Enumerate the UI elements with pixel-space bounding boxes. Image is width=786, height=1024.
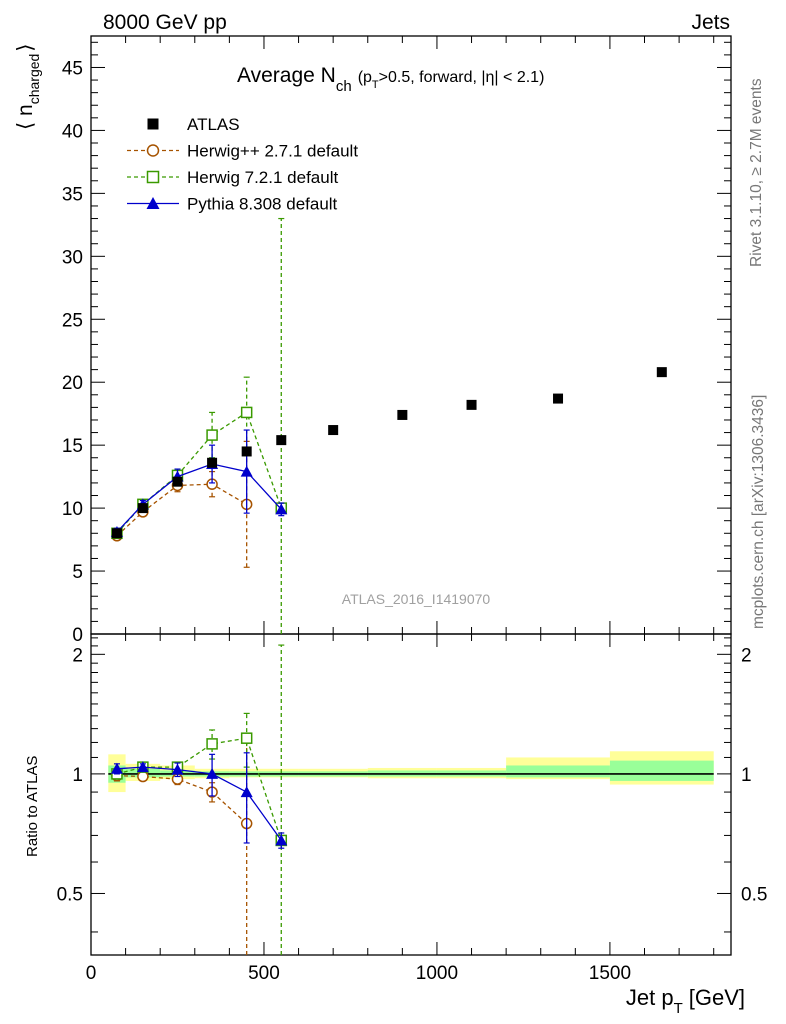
axes: 0 500 1000 1500 0 5 10 15 20 25 30 35 40 45 0.5 0.5 1 1 2 2 [57, 35, 767, 984]
legend-marker-1 [146, 144, 160, 157]
main-line-1 [116, 483, 248, 537]
legend-label-2: Herwig 7.2.1 default [187, 168, 338, 187]
main-y-tick-label-2: 10 [62, 499, 83, 520]
ratio-line-0 [116, 774, 248, 825]
ratio-point-2-3 [206, 767, 219, 779]
main-point-0-1 [137, 503, 148, 514]
main-point-3-5 [275, 503, 288, 515]
title-sub: ch [336, 78, 352, 95]
main-series-3 [110, 429, 288, 538]
legend-label-0: ATLAS [187, 115, 240, 134]
main-y-tick-label-7: 35 [62, 184, 83, 205]
title-cut-rest: >0.5, forward, |η| < 2.1) [379, 69, 545, 86]
main-point-0-10 [656, 367, 667, 378]
x-tick-label-1: 500 [248, 963, 280, 984]
ratio-point-2-4 [240, 786, 253, 798]
ratio-point-1-3 [206, 738, 218, 750]
x-tick-label-0: 0 [86, 963, 97, 984]
ylabel-open: ⟨ n [14, 104, 37, 130]
main-title: Average Nch (pT>0.5, forward, |η| < 2.1) [237, 64, 544, 95]
ratio-line-1 [116, 737, 282, 841]
data-series [110, 217, 667, 955]
main-point-3-4 [240, 465, 253, 477]
main-series-2 [111, 217, 288, 634]
ratio-series-1 [111, 644, 288, 955]
main-point-0-9 [553, 393, 564, 404]
main-point-0-4 [241, 446, 252, 457]
legend-marker-2 [146, 170, 160, 184]
main-y-tick-label-6: 30 [62, 247, 83, 268]
ratio-y-tick-label-right-2: 2 [741, 645, 752, 666]
legend-marker-3 [146, 197, 160, 209]
title-main: Average N [237, 64, 336, 87]
band-green-10 [609, 760, 714, 781]
main-point-0-2 [172, 476, 183, 487]
ylabel-sub: charged [26, 54, 42, 105]
legend-marker-0 [147, 118, 159, 130]
rivet-label: Rivet 3.1.10, ≥ 2.7M events [748, 78, 765, 267]
xlabel-unit: [GeV] [689, 985, 745, 1010]
ratio-point-0-1 [137, 770, 149, 783]
main-point-2-4 [240, 406, 253, 419]
legend-label-3: Pythia 8.308 default [187, 195, 338, 214]
legend-entry-2: Herwig 7.2.1 default [127, 168, 338, 187]
analysis-watermark: ATLAS_2016_I1419070 [342, 591, 491, 607]
main-point-0-8 [466, 399, 477, 410]
title-cut-sub: T [372, 79, 379, 91]
legend-label-1: Herwig++ 2.7.1 default [187, 142, 358, 161]
main-y-tick-label-3: 15 [62, 436, 83, 457]
title-cut: (p [358, 69, 372, 86]
ratio-y-tick-label-right-0: 0.5 [741, 884, 767, 905]
ratio-line-2 [116, 766, 282, 841]
main-ylabel: ⟨ ncharged ⟩ [14, 43, 42, 130]
header-left: 8000 GeV pp [103, 11, 227, 34]
ratio-y-tick-label-0: 0.5 [57, 884, 83, 905]
ratio-frame [90, 633, 732, 956]
xlabel-sub: T [674, 1000, 683, 1017]
ratio-series-2 [110, 752, 288, 849]
main-line-3 [116, 463, 282, 533]
main-point-0-0 [111, 528, 122, 539]
legend-entry-3: Pythia 8.308 default [127, 195, 338, 214]
ratio-y-tick-label-2: 2 [72, 645, 83, 666]
ratio-y-tick-label-1: 1 [72, 765, 83, 786]
main-point-2-3 [206, 429, 218, 441]
main-y-tick-label-8: 40 [62, 121, 83, 142]
ratio-point-1-4 [240, 732, 253, 744]
ratio-ylabel: Ratio to ATLAS [24, 756, 41, 857]
main-series-1 [111, 440, 253, 568]
main-y-tick-label-9: 45 [62, 58, 83, 79]
legend-entry-0: ATLAS [147, 115, 240, 134]
header-right: Jets [691, 11, 730, 34]
xlabel-text: Jet p [626, 985, 674, 1010]
ratio-point-2-1 [136, 761, 149, 773]
ratio-y-tick-label-right-1: 1 [741, 765, 752, 786]
main-y-tick-label-5: 25 [62, 310, 83, 331]
x-tick-label-3: 1500 [589, 963, 631, 984]
main-y-tick-label-0: 0 [72, 625, 83, 646]
mcplots-label: mcplots.cern.ch [arXiv:1306.3436] [750, 395, 767, 629]
main-y-tick-label-4: 20 [62, 373, 83, 394]
main-point-0-6 [328, 425, 339, 436]
legend-entry-1: Herwig++ 2.7.1 default [127, 142, 358, 161]
ratio-point-2-0 [110, 762, 123, 774]
xlabel: Jet pT [GeV] [626, 985, 745, 1017]
legend: ATLAS Herwig++ 2.7.1 default Herwig 7.2.1 … [127, 115, 358, 214]
ratio-point-2-5 [275, 834, 288, 846]
ratio-point-2-2 [171, 763, 184, 775]
main-point-0-3 [207, 457, 218, 468]
x-tick-label-2: 1000 [416, 963, 458, 984]
main-point-0-5 [276, 435, 287, 446]
ylabel-close: ⟩ [14, 43, 37, 51]
main-point-0-7 [397, 409, 408, 420]
main-y-tick-label-1: 5 [72, 562, 83, 583]
main-series-0 [111, 367, 667, 539]
band-green-9 [506, 765, 610, 778]
